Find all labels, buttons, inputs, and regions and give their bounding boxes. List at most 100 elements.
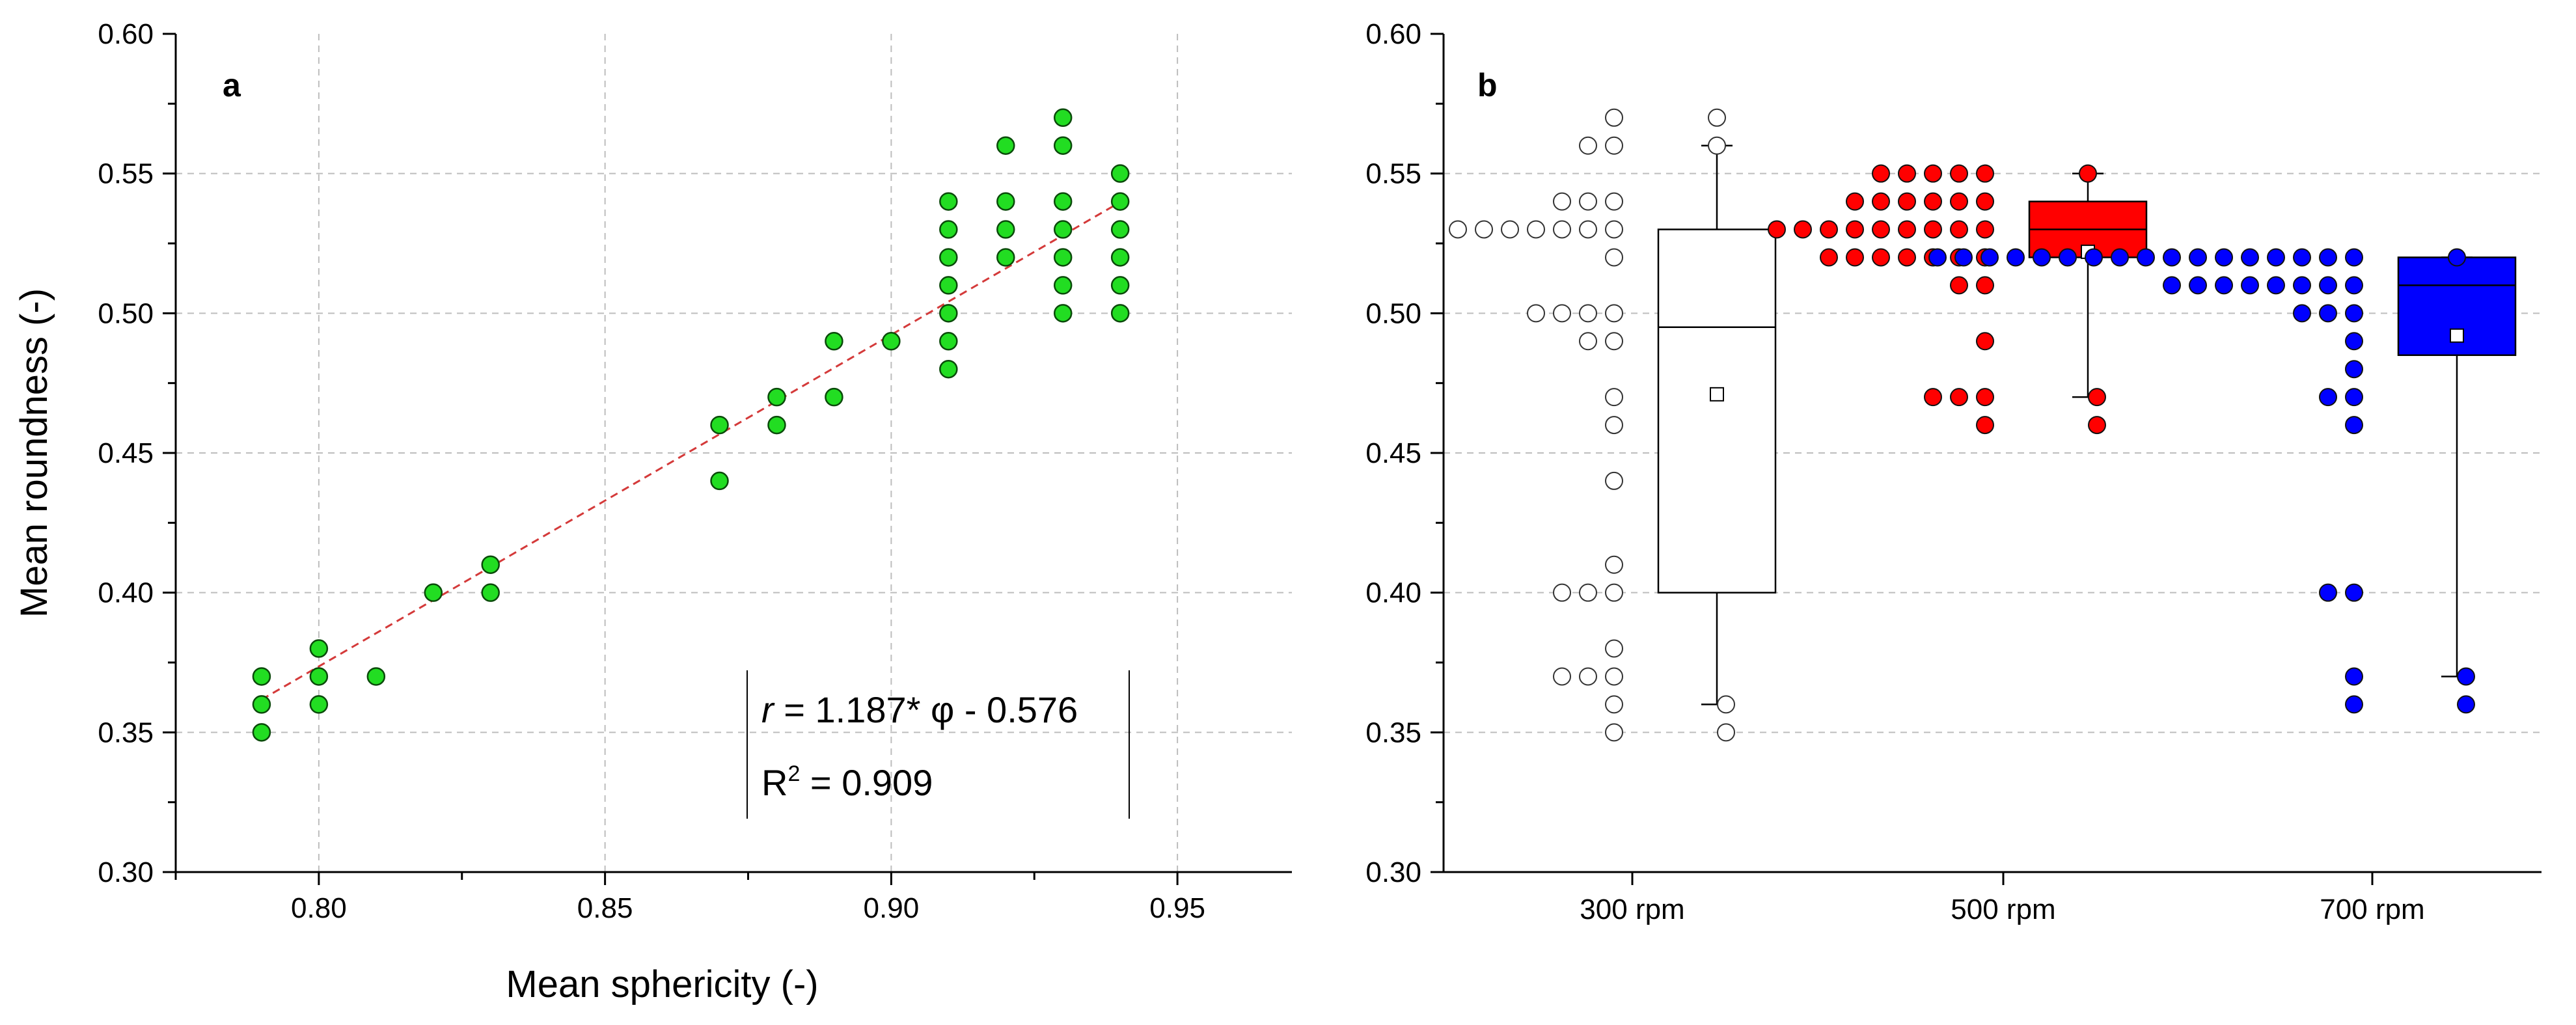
r2-base: R bbox=[761, 762, 788, 803]
outlier-point bbox=[2457, 667, 2475, 686]
equation-fit: r = 1.187* φ - 0.576 bbox=[761, 689, 1078, 730]
strip-point bbox=[1924, 388, 1942, 407]
strip-point bbox=[1605, 248, 1623, 267]
y-tick-label: 0.60 bbox=[98, 18, 154, 50]
strip-point bbox=[1872, 164, 1890, 183]
x-tick-label: 700 rpm bbox=[2320, 894, 2424, 925]
strip-point bbox=[2319, 388, 2337, 407]
strip-point bbox=[2319, 583, 2337, 602]
strip-point bbox=[1872, 220, 1890, 239]
data-point bbox=[1110, 192, 1130, 211]
strip-point bbox=[2085, 248, 2103, 267]
data-point bbox=[1110, 304, 1130, 323]
strip-point bbox=[1980, 248, 1999, 267]
strip-point bbox=[2319, 276, 2337, 295]
data-point bbox=[996, 136, 1015, 155]
strip-point bbox=[2293, 248, 2311, 267]
group-500-rpm bbox=[1768, 164, 2148, 435]
strip-point bbox=[1768, 220, 1786, 239]
strip-point bbox=[1954, 248, 1973, 267]
data-point bbox=[1053, 276, 1073, 295]
strip-point bbox=[1553, 667, 1571, 686]
panel-label-a: a bbox=[223, 67, 241, 103]
strip-point bbox=[1605, 108, 1623, 127]
data-point bbox=[481, 583, 500, 602]
strip-point bbox=[1846, 248, 1864, 267]
equation-r-squared: R2 = 0.909 bbox=[761, 761, 933, 803]
y-tick-label: 0.30 bbox=[98, 856, 154, 888]
outlier-point bbox=[1717, 695, 1735, 714]
strip-point bbox=[1950, 388, 1968, 407]
regression-fit-line bbox=[261, 201, 1121, 701]
strip-point bbox=[2345, 388, 2363, 407]
strip-point bbox=[1898, 164, 1916, 183]
strip-point bbox=[2345, 304, 2363, 323]
strip-point bbox=[2163, 276, 2181, 295]
strip-point bbox=[1579, 136, 1597, 155]
data-point bbox=[996, 192, 1015, 211]
strip-point bbox=[1553, 583, 1571, 602]
box-mean-marker bbox=[1710, 387, 1724, 402]
strip-point bbox=[1553, 304, 1571, 323]
r2-value: = 0.909 bbox=[800, 762, 933, 803]
data-point bbox=[1110, 248, 1130, 267]
equation-box: r = 1.187* φ - 0.576 R2 = 0.909 bbox=[747, 670, 1130, 819]
data-point bbox=[1053, 304, 1073, 323]
strip-point bbox=[2345, 360, 2363, 379]
data-point bbox=[252, 723, 271, 742]
data-point bbox=[939, 276, 958, 295]
strip-point bbox=[1976, 332, 1994, 351]
y-tick-label: 0.50 bbox=[98, 297, 154, 329]
strip-point bbox=[1579, 667, 1597, 686]
data-point bbox=[882, 332, 901, 351]
strip-point bbox=[2345, 276, 2363, 295]
strip-point bbox=[1553, 220, 1571, 239]
strip-point bbox=[1872, 192, 1890, 211]
outlier-point bbox=[1708, 108, 1726, 127]
strip-point bbox=[2319, 248, 2337, 267]
y-axis-title: Mean roundness (-) bbox=[13, 288, 55, 618]
strip-point bbox=[1794, 220, 1812, 239]
panel-a-scatter: 0.80 0.85 0.90 0.95 0.30 0.35 0.40 0.45 0.50 0.55… bbox=[13, 18, 1292, 1005]
y-tick-label: 0.60 bbox=[1365, 18, 1421, 50]
strip-point bbox=[2267, 276, 2285, 295]
strip-point bbox=[1846, 220, 1864, 239]
data-point bbox=[366, 667, 386, 686]
strip-point bbox=[1605, 332, 1623, 351]
y-tick-label: 0.30 bbox=[1365, 856, 1421, 888]
strip-point bbox=[1898, 220, 1916, 239]
strip-point bbox=[2189, 276, 2207, 295]
strip-point bbox=[1553, 192, 1571, 211]
y-tick-label: 0.45 bbox=[98, 437, 154, 469]
y-tick-label: 0.40 bbox=[1365, 577, 1421, 609]
strip-point bbox=[2111, 248, 2129, 267]
strip-point bbox=[1976, 276, 1994, 295]
strip-point bbox=[2241, 276, 2259, 295]
outlier-point bbox=[2088, 416, 2106, 435]
y-tick-label: 0.35 bbox=[1365, 717, 1421, 748]
y-tick-label: 0.55 bbox=[98, 158, 154, 190]
strip-point bbox=[1898, 192, 1916, 211]
strip-point bbox=[1579, 332, 1597, 351]
data-point bbox=[309, 639, 329, 658]
strip-point bbox=[2293, 304, 2311, 323]
box-mean-marker bbox=[2450, 328, 2464, 343]
strip-point bbox=[1579, 304, 1597, 323]
strip-point bbox=[2345, 583, 2363, 602]
strip-point bbox=[1872, 248, 1890, 267]
outlier-point bbox=[2457, 695, 2475, 714]
x-tick-label: 0.85 bbox=[577, 892, 633, 924]
outlier-point bbox=[1717, 723, 1735, 742]
data-point bbox=[939, 359, 958, 379]
data-point bbox=[1053, 220, 1073, 239]
strip-point bbox=[1605, 220, 1623, 239]
strip-point bbox=[1605, 416, 1623, 435]
equation-r-symbol: r bbox=[761, 689, 775, 730]
data-point bbox=[825, 387, 843, 407]
data-point bbox=[1053, 108, 1073, 128]
strip-point bbox=[1950, 164, 1968, 183]
outlier-point bbox=[2088, 388, 2106, 407]
data-point bbox=[1110, 164, 1130, 183]
y-tick-label: 0.45 bbox=[1365, 437, 1421, 469]
